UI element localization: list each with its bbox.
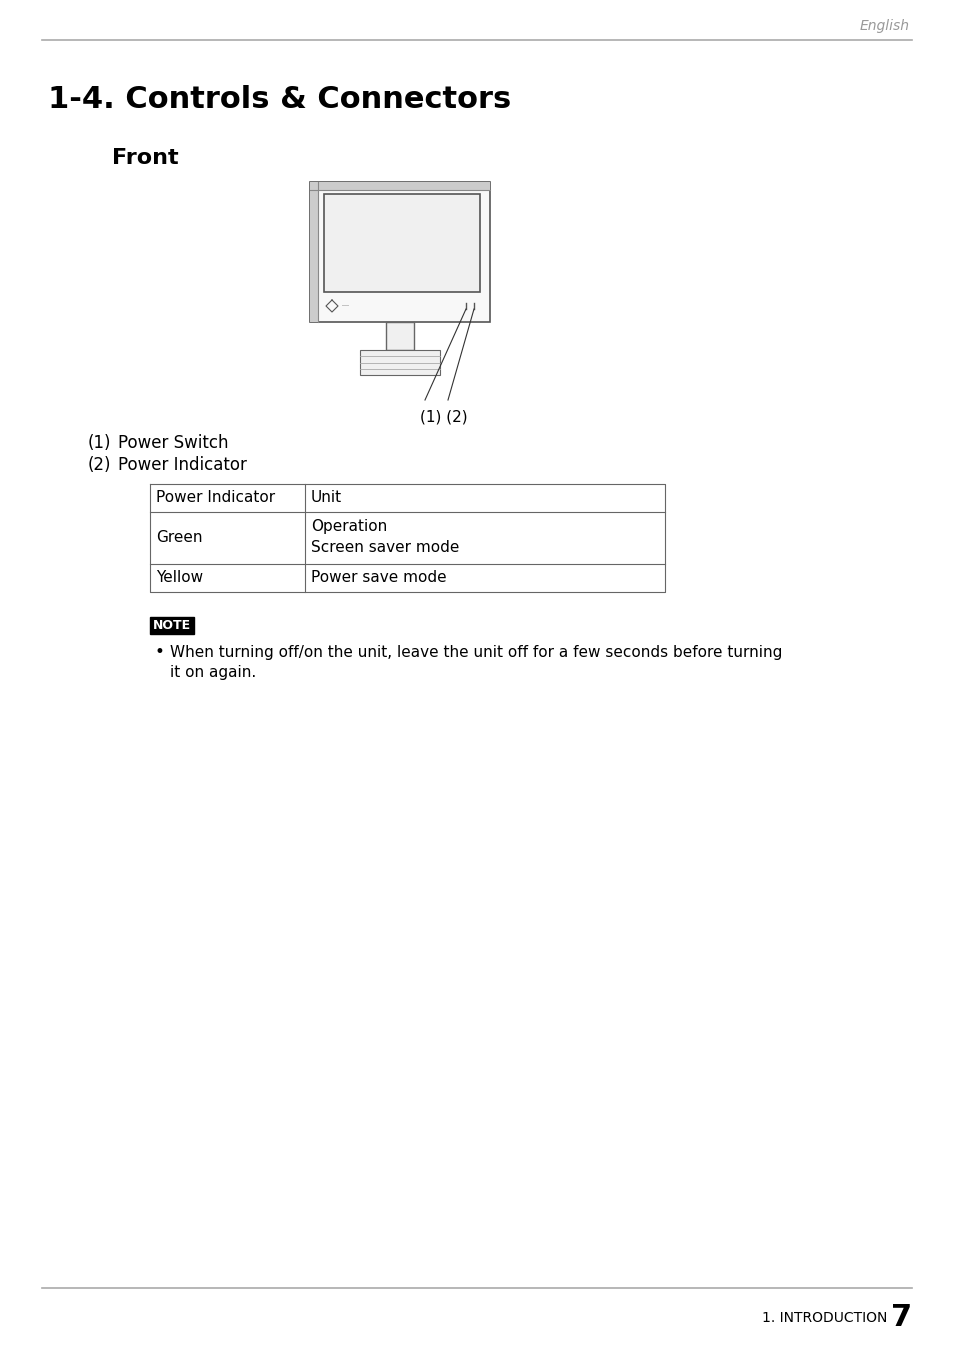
Text: Power Switch: Power Switch (118, 434, 229, 452)
Text: English: English (859, 19, 909, 32)
Bar (386, 322, 414, 350)
Text: ----: ---- (341, 303, 350, 309)
Text: Green: Green (156, 531, 202, 546)
Text: Yellow: Yellow (156, 570, 203, 585)
Text: it on again.: it on again. (170, 665, 256, 679)
Text: (1) (2): (1) (2) (419, 410, 467, 425)
Text: When turning off/on the unit, leave the unit off for a few seconds before turnin: When turning off/on the unit, leave the … (170, 644, 781, 659)
Text: •: • (154, 643, 165, 661)
Text: Front: Front (112, 148, 178, 168)
Text: Power Indicator: Power Indicator (118, 456, 247, 474)
Bar (310, 182, 490, 322)
Text: Power save mode: Power save mode (311, 570, 446, 585)
Bar (310, 182, 317, 322)
Bar (150, 617, 193, 634)
Text: (1): (1) (88, 434, 112, 452)
Text: (2): (2) (88, 456, 112, 474)
Text: Power Indicator: Power Indicator (156, 491, 274, 506)
Text: NOTE: NOTE (152, 619, 191, 632)
Text: Operation: Operation (311, 519, 387, 534)
Text: 7: 7 (890, 1304, 911, 1333)
Bar (150, 484, 664, 592)
Text: 1. INTRODUCTION: 1. INTRODUCTION (761, 1312, 886, 1325)
Bar (310, 182, 490, 190)
Bar (359, 350, 439, 375)
Text: Unit: Unit (311, 491, 342, 506)
Text: 1-4. Controls & Connectors: 1-4. Controls & Connectors (48, 85, 511, 115)
Text: Screen saver mode: Screen saver mode (311, 541, 459, 555)
Bar (324, 194, 479, 293)
